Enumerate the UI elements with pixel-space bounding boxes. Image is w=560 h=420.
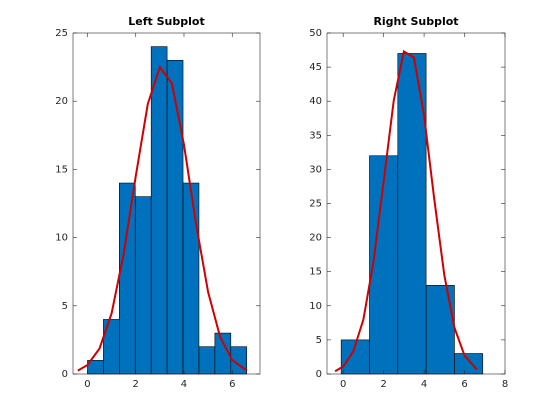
x-tick-label: 0 [84,379,90,390]
axes-box [72,32,261,375]
bar [119,182,136,375]
x-tick-label: 4 [181,379,187,390]
bar [134,196,152,375]
y-tick-label: 5 [62,301,68,312]
bar [182,182,200,375]
y-tick-label: 0 [316,369,322,380]
y-tick-label: 10 [55,233,68,244]
y-tick-label: 20 [309,233,322,244]
y-tick-label: 25 [309,199,322,210]
y-tick-label: 5 [316,335,322,346]
x-tick-label: 4 [421,379,427,390]
y-tick-label: 50 [309,28,322,39]
x-tick-label: 6 [229,379,235,390]
bar [150,46,168,375]
x-tick-label: 0 [340,379,346,390]
x-tick-label: 2 [133,379,139,390]
x-tick-label: 8 [502,379,508,390]
y-tick-label: 30 [309,164,322,175]
bar [369,155,399,375]
bar [198,346,216,375]
x-tick-label: 6 [461,379,467,390]
y-tick-label: 35 [309,130,322,141]
chart-title: Left Subplot [128,15,204,28]
y-tick-label: 15 [55,164,68,175]
y-tick-label: 45 [309,62,322,73]
bar [425,285,455,375]
fit-curve [334,49,478,373]
fit-curve [77,64,248,372]
bar [397,53,427,375]
y-tick-label: 0 [62,369,68,380]
y-tick-label: 15 [309,267,322,278]
bar [166,59,184,375]
y-tick-label: 10 [309,301,322,312]
bar [454,353,484,375]
y-tick-label: 40 [309,96,322,107]
y-tick-label: 25 [55,28,68,39]
y-tick-label: 20 [55,96,68,107]
x-tick-label: 2 [380,379,386,390]
chart-title: Right Subplot [373,15,458,28]
